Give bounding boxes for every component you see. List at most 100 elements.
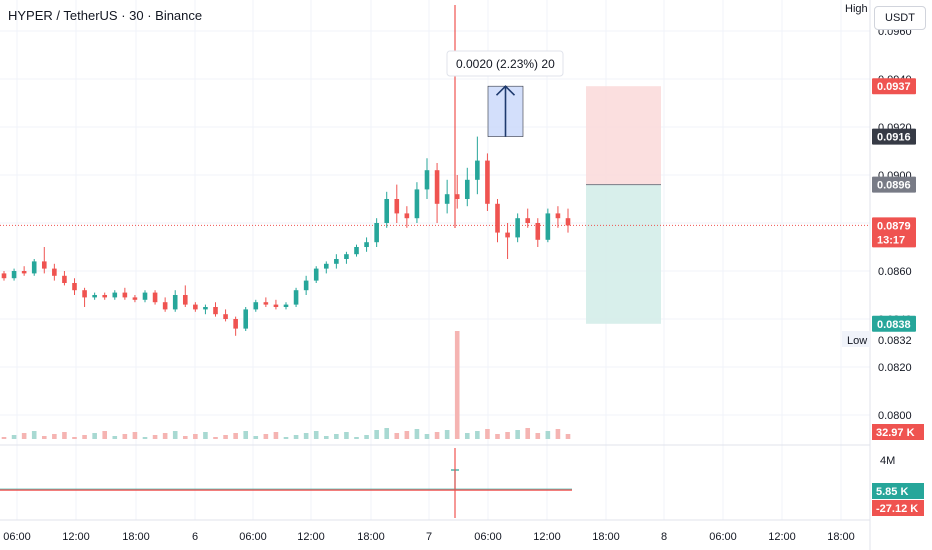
volume-bar [354,437,359,439]
candle [313,266,319,283]
volume-bar [364,435,369,439]
candle [394,184,400,223]
candle [213,302,218,317]
candle [444,179,450,214]
time-tick-label: 12:00 [533,531,561,543]
bar-countdown-badge-text: 13:17 [877,234,905,246]
volume-bar [102,431,108,439]
candle [243,307,249,331]
last-price-badge-text: 0.0879 [877,220,911,232]
volume-bar [313,431,319,439]
candle [464,167,470,207]
candle [122,287,128,300]
candle [434,163,440,223]
time-axis: 06:00 12:00 18:00 6 06:00 12:00 18:00 7 06:00 12:… [3,531,855,543]
candle [535,218,541,247]
volume-bar [485,429,490,439]
oscillator-scale-label: 4M [880,455,895,467]
high-price-badge-text: 0.0916 [877,132,911,144]
volume-bar [404,431,410,439]
volume-bar [293,435,299,439]
candle [193,302,198,312]
candle [82,287,87,307]
candle [384,191,390,228]
oscillator-badge-negative: -27.12 K [872,500,924,516]
time-tick-label: 7 [426,531,432,543]
volume-bar [283,437,289,439]
volume-bar [303,433,309,439]
candle [303,275,309,295]
volume-bar [414,429,420,439]
measure-tooltip-text: 0.0020 (2.23%) 20 [456,57,555,71]
volume-bar [515,430,520,439]
volume-bar [172,431,178,439]
time-tick-label: 06:00 [709,531,737,543]
entry-price-badge-text: 0.0896 [877,180,911,192]
volume-bar [565,434,571,439]
volume-bar [112,436,118,439]
candle [364,237,369,252]
candle [21,266,27,276]
volume-bar [52,434,57,439]
candle [555,206,561,228]
volume-bar [334,434,339,439]
stop-zone[interactable] [586,86,661,185]
target-zone[interactable] [586,184,661,324]
candle [152,290,158,305]
time-tick-label: 18:00 [592,531,620,543]
volume-bar [374,430,379,439]
price-badges: 0.0937 0.0916 0.0896 0.0879 13:17 0.0838 32.97… [872,78,924,516]
volume-bar [253,436,259,439]
candle [263,297,269,307]
time-tick-label: 12:00 [768,531,796,543]
candle [344,251,349,264]
volume-bar [344,432,349,439]
candle [283,302,289,310]
volume-bar [233,433,238,439]
candle [92,292,97,300]
volume-bar [464,433,470,439]
candle [41,247,47,274]
volume-bar [263,434,269,439]
grid-lines [0,0,871,550]
symbol-title: HYPER / TetherUS · 30 · Binance [8,8,203,23]
candle [253,299,259,312]
candle [31,259,37,276]
volume-badge-text: 32.97 K [876,427,915,439]
candle [72,278,77,295]
volume-bar [424,434,430,439]
candle [414,182,420,223]
volume-bar [1,437,7,439]
candle [334,254,339,269]
volume-bar [62,432,67,439]
candle [505,223,510,259]
volume-bar [223,435,228,439]
oscillator-badge-positive: 5.85 K [872,483,924,499]
volume-bar [384,428,390,439]
measure-arrow-icon [495,85,516,137]
volume-bar [505,432,510,439]
time-tick-label: 06:00 [474,531,502,543]
candle [475,136,480,195]
volume-bar [525,428,531,439]
volume-series [1,331,571,439]
time-tick-label: 12:00 [297,531,325,543]
stop-price-badge-text: 0.0937 [877,81,911,93]
high-marker-label: High [845,3,868,15]
last-price-badge: 0.0879 [872,217,916,234]
price-tick-label: 0.0860 [878,266,912,278]
candle [172,290,178,312]
candle [354,244,359,257]
candle [1,271,7,281]
volume-bar [535,433,541,439]
candle [293,287,299,307]
volume-bar [193,434,198,439]
volume-bar [243,431,249,439]
currency-button[interactable]: USDT [874,6,926,30]
target-price-badge: 0.0838 [872,315,916,332]
candle [52,263,57,281]
time-tick-label: 8 [661,531,667,543]
volume-bar [555,429,561,439]
long-position-tool [586,86,661,324]
